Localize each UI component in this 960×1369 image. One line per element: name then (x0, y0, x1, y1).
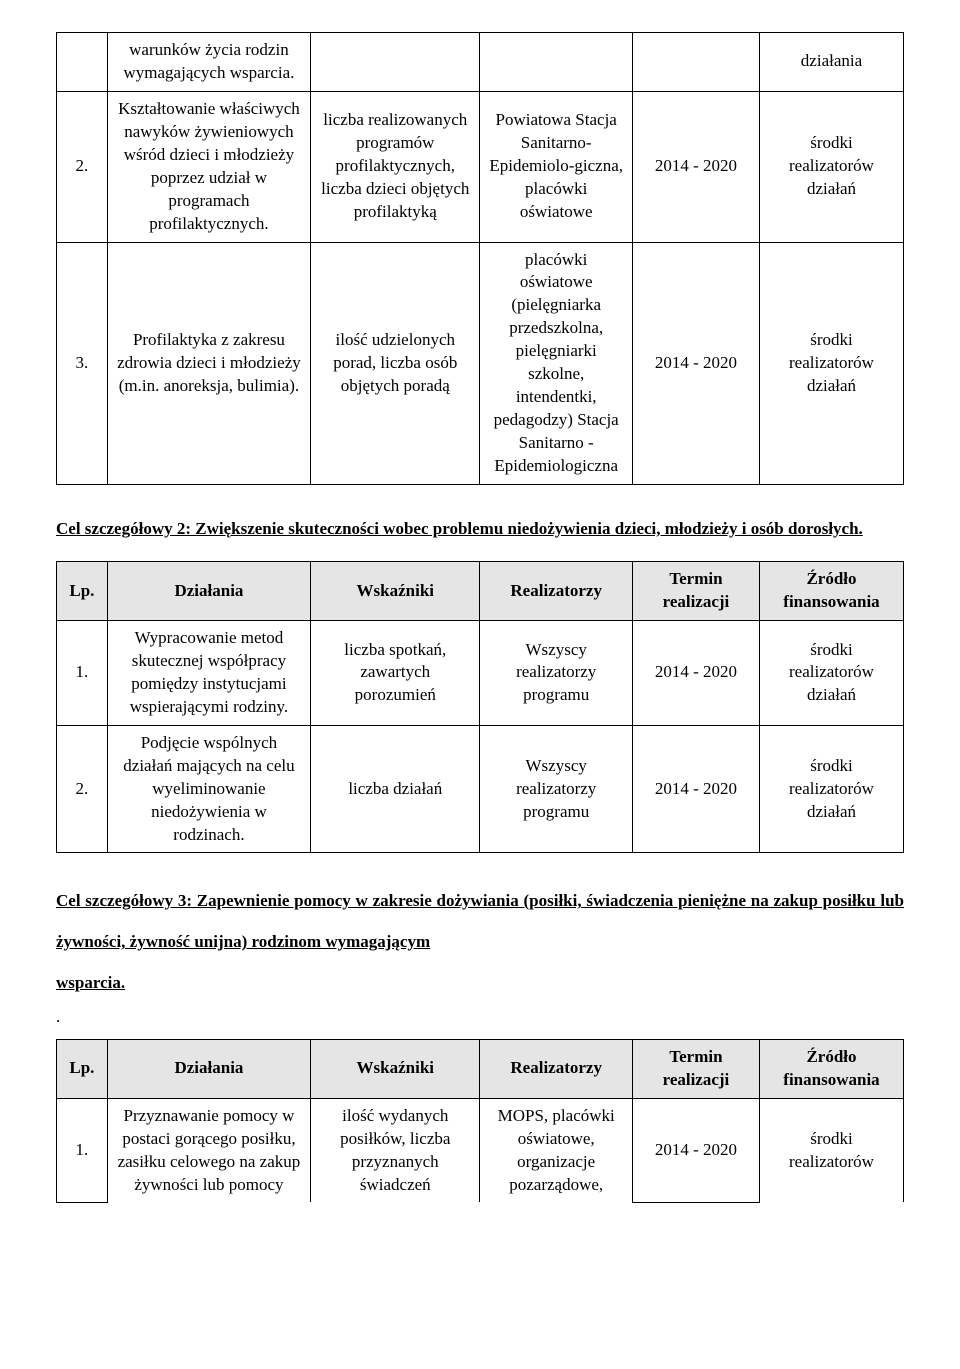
header-zrodlo: Źródło finansowania (759, 1039, 903, 1098)
table-row: warunków życia rodzin wymagających wspar… (57, 33, 904, 92)
header-wskazniki: Wskaźniki (311, 562, 480, 621)
table-row: 3. Profilaktyka z zakresu zdrowia dzieci… (57, 242, 904, 484)
header-lp: Lp. (57, 1039, 108, 1098)
header-termin: Termin realizacji (632, 1039, 759, 1098)
cell-dzialania: Wypracowanie metod skutecznej współpracy… (107, 621, 310, 726)
table-row: 2. Kształtowanie właściwych nawyków żywi… (57, 91, 904, 242)
cell-realizatorzy: placówki oświatowe (pielęgniarka przedsz… (480, 242, 632, 484)
table-3: Lp. Działania Wskaźniki Realizatorzy Ter… (56, 1039, 904, 1203)
cell-realizatorzy (480, 33, 632, 92)
cell-wskazniki: liczba działań (311, 725, 480, 853)
cell-zrodlo: środki realizatorów (759, 1098, 903, 1202)
cell-dzialania: Przyznawanie pomocy w postaci gorącego p… (107, 1098, 310, 1202)
table-row: 1. Wypracowanie metod skutecznej współpr… (57, 621, 904, 726)
section-3-title-part2: wsparcia. (56, 963, 125, 1004)
cell-zrodlo: środki realizatorów działań (759, 725, 903, 853)
header-dzialania: Działania (107, 562, 310, 621)
cell-termin: 2014 - 2020 (632, 242, 759, 484)
cell-zrodlo: środki realizatorów działań (759, 621, 903, 726)
cell-realizatorzy: Wszyscy realizatorzy programu (480, 621, 632, 726)
cell-realizatorzy: Powiatowa Stacja Sanitarno-Epidemiolo-gi… (480, 91, 632, 242)
section-2-title: Cel szczegółowy 2: Zwiększenie skuteczno… (56, 513, 904, 545)
cell-realizatorzy: Wszyscy realizatorzy programu (480, 725, 632, 853)
header-termin: Termin realizacji (632, 562, 759, 621)
table-2: Lp. Działania Wskaźniki Realizatorzy Ter… (56, 561, 904, 853)
header-zrodlo: Źródło finansowania (759, 562, 903, 621)
cell-realizatorzy: MOPS, placówki oświatowe, organizacje po… (480, 1098, 632, 1202)
cell-zrodlo: środki realizatorów działań (759, 242, 903, 484)
table-header-row: Lp. Działania Wskaźniki Realizatorzy Ter… (57, 562, 904, 621)
cell-termin: 2014 - 2020 (632, 621, 759, 726)
cell-wskazniki: ilość udzielonych porad, liczba osób obj… (311, 242, 480, 484)
section-3-title: Cel szczegółowy 3: Zapewnienie pomocy w … (56, 881, 904, 1003)
cell-zrodlo: środki realizatorów działań (759, 91, 903, 242)
cell-zrodlo: działania (759, 33, 903, 92)
header-lp: Lp. (57, 562, 108, 621)
cell-wskazniki (311, 33, 480, 92)
cell-wskazniki: ilość wydanych posiłków, liczba przyznan… (311, 1098, 480, 1202)
cell-dzialania: Kształtowanie właściwych nawyków żywieni… (107, 91, 310, 242)
cell-lp: 1. (57, 1098, 108, 1202)
table-header-row: Lp. Działania Wskaźniki Realizatorzy Ter… (57, 1039, 904, 1098)
cell-lp: 1. (57, 621, 108, 726)
table-row: 1. Przyznawanie pomocy w postaci gorąceg… (57, 1098, 904, 1202)
cell-lp: 2. (57, 725, 108, 853)
cell-termin: 2014 - 2020 (632, 91, 759, 242)
section-3-title-part1: Cel szczegółowy 3: Zapewnienie pomocy w … (56, 891, 904, 951)
cell-lp: 3. (57, 242, 108, 484)
cell-wskazniki: liczba spotkań, zawartych porozumień (311, 621, 480, 726)
cell-termin (632, 33, 759, 92)
cell-lp: 2. (57, 91, 108, 242)
table-row: 2. Podjęcie wspólnych działań mających n… (57, 725, 904, 853)
cell-dzialania: Profilaktyka z zakresu zdrowia dzieci i … (107, 242, 310, 484)
header-realizatorzy: Realizatorzy (480, 1039, 632, 1098)
cell-dzialania: Podjęcie wspólnych działań mających na c… (107, 725, 310, 853)
section-3-dot: . (56, 1006, 904, 1029)
table-1: warunków życia rodzin wymagających wspar… (56, 32, 904, 485)
cell-termin: 2014 - 2020 (632, 1098, 759, 1202)
cell-lp (57, 33, 108, 92)
cell-termin: 2014 - 2020 (632, 725, 759, 853)
header-dzialania: Działania (107, 1039, 310, 1098)
cell-dzialania: warunków życia rodzin wymagających wspar… (107, 33, 310, 92)
header-wskazniki: Wskaźniki (311, 1039, 480, 1098)
header-realizatorzy: Realizatorzy (480, 562, 632, 621)
cell-wskazniki: liczba realizowanych programów profilakt… (311, 91, 480, 242)
